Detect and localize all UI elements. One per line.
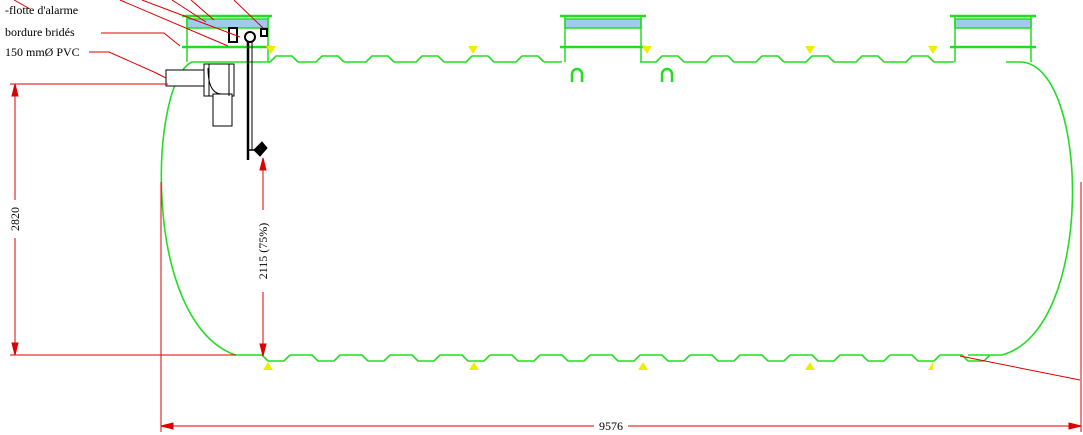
label-alarm-float: -flotte d'alarme	[5, 3, 78, 17]
support-marker	[638, 362, 648, 370]
label-flanged-border: bordure bridés	[5, 25, 75, 39]
tank-body	[160, 55, 1074, 362]
leader-top-1	[13, 0, 31, 10]
tank-bottom-ribbed-shell	[235, 354, 1002, 362]
leader-flanged-border	[101, 32, 181, 47]
leader-pvc-pipe	[89, 51, 167, 79]
lifting-hook-left	[570, 67, 584, 82]
dim-label-2820: 2820	[8, 207, 22, 231]
manhole-riser-middle	[560, 14, 646, 62]
support-marker	[805, 46, 815, 54]
support-marker	[266, 46, 276, 54]
support-markers-bottom	[263, 362, 938, 370]
inlet-pipe-assembly	[165, 63, 235, 127]
support-marker	[469, 362, 479, 370]
inlet-drop-pipe	[212, 93, 233, 127]
leader-top-3	[141, 0, 241, 38]
support-marker	[642, 46, 652, 54]
alarm-box	[260, 28, 268, 37]
leader-top-2	[119, 0, 229, 47]
riser-fitting	[228, 27, 238, 43]
support-marker	[928, 362, 938, 370]
dim-label-2115: 2115 (75%)	[256, 223, 270, 280]
support-marker	[263, 362, 273, 370]
support-marker	[805, 362, 815, 370]
dimension-lines	[10, 0, 1082, 432]
support-markers-top	[266, 46, 938, 54]
manhole-riser-right	[950, 14, 1036, 62]
leader-top-6	[233, 0, 264, 29]
float-switch-head	[244, 31, 256, 43]
lifting-hook-right	[660, 67, 674, 82]
leader-top-5	[190, 0, 215, 21]
support-marker	[928, 46, 938, 54]
leader-bottom-right	[959, 355, 1081, 381]
float-switch	[253, 141, 268, 157]
alarm-float-assembly	[228, 27, 268, 160]
dim-label-9576: 9576	[599, 419, 623, 433]
manhole-riser-left	[182, 14, 272, 62]
pvc-inlet-pipe	[165, 69, 207, 87]
label-pvc-pipe: 150 mmØ PVC	[5, 45, 80, 59]
leader-top-4	[171, 0, 207, 23]
tank-top-ribbed-shell	[192, 55, 1022, 63]
tank-right-end-cap	[1001, 61, 1074, 356]
support-marker	[468, 46, 478, 54]
